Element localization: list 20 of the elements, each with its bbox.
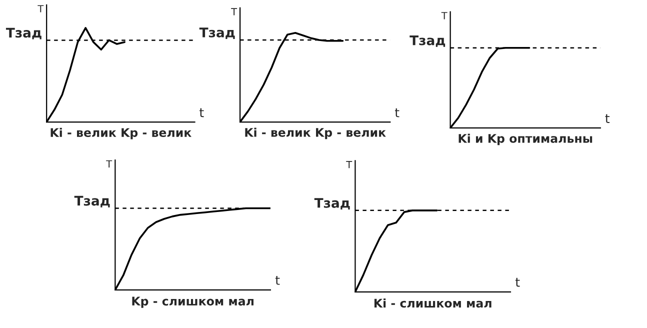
ref-line-label: Tзад [314,198,350,210]
ref-line-label: Tзад [74,196,110,208]
text: Ki - велик Kp - велик [245,128,386,140]
text: Ki - слишком мал [374,298,492,308]
x-axis-title: t [605,114,610,123]
text: Kp - слишком мал [132,296,254,308]
x-axis-title: t [515,278,520,287]
ref-line-label: Tзад [410,35,446,47]
x-axis-title: t [200,108,204,118]
y-axis-title: T [106,160,112,168]
text: Ki и Kp оптимальны [458,134,592,146]
text: Ki - велик Kp - велик [50,128,192,140]
ref-line-label: Tзад [199,28,235,40]
y-axis-title: T [231,8,238,16]
x-axis-title: t [394,108,400,118]
x-axis-title: t [275,276,280,285]
y-axis-title: T [38,5,44,12]
y-axis-title: T [346,161,352,168]
ref-line-label: Tзад [6,28,42,40]
y-axis-title: T [441,12,448,20]
